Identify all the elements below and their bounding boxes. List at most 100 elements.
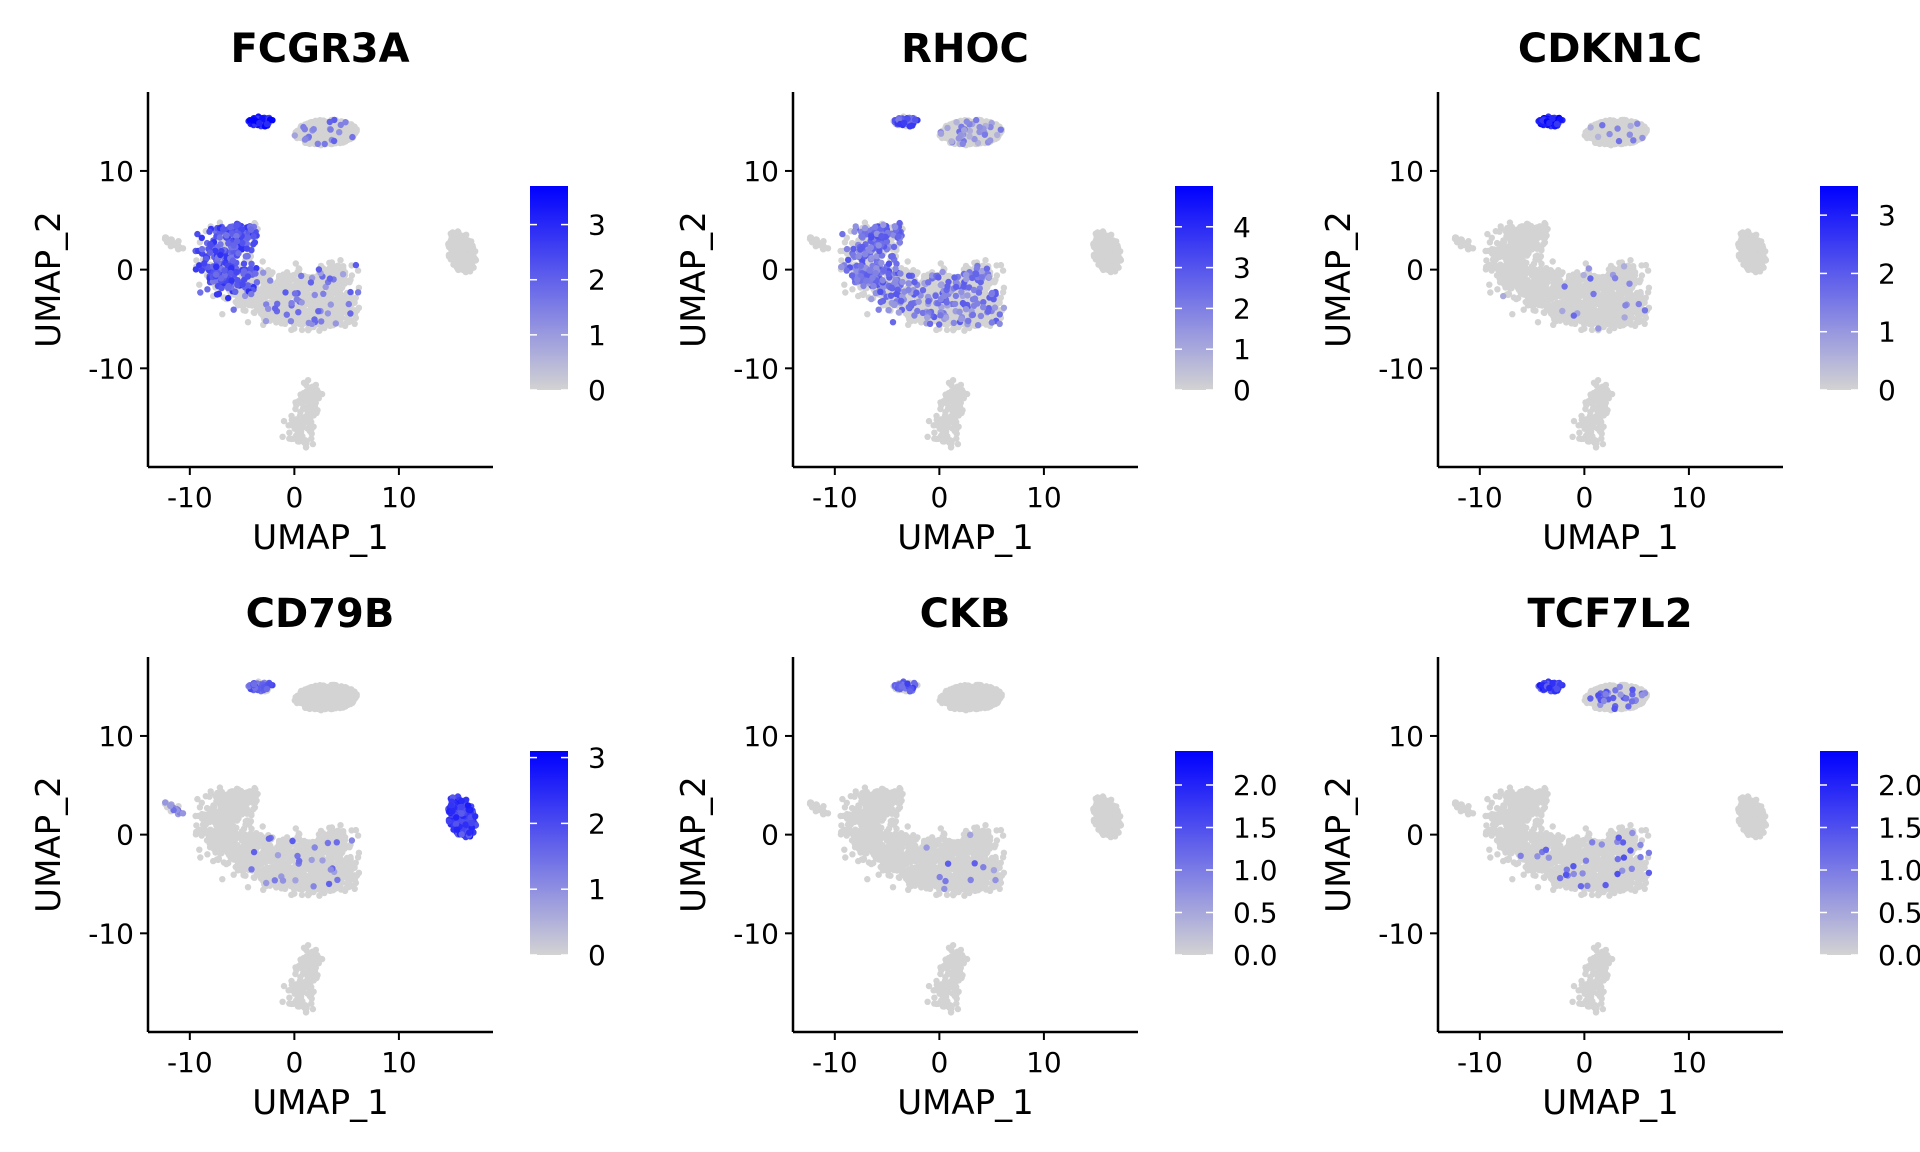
cell-point — [1103, 245, 1110, 252]
cell-point — [230, 306, 237, 313]
cell-point — [961, 327, 968, 334]
cell-point — [963, 118, 970, 125]
cell-point — [320, 290, 327, 297]
cell-point — [915, 298, 922, 305]
x-tick-label: -10 — [167, 481, 213, 514]
cell-point — [260, 269, 267, 276]
colorbar-tick-label: 1 — [588, 319, 606, 352]
cell-point — [962, 306, 970, 313]
cell-point — [845, 256, 852, 264]
cell-point — [955, 135, 962, 142]
cell-point — [352, 309, 359, 316]
cell-point — [1739, 243, 1746, 250]
cell-point — [878, 232, 885, 240]
cell-point — [1098, 249, 1105, 256]
cell-point — [889, 252, 896, 260]
cell-point — [449, 243, 456, 250]
cell-point — [206, 249, 214, 256]
cell-point — [961, 127, 968, 134]
cell-point — [324, 310, 332, 317]
cell-point — [941, 292, 948, 300]
cell-point — [931, 429, 938, 436]
cell-point — [877, 298, 884, 306]
cell-point — [974, 322, 982, 329]
cell-point — [345, 300, 352, 308]
cell-point — [347, 288, 354, 296]
cell-point — [872, 269, 879, 277]
cell-point — [812, 237, 819, 244]
cell-point — [349, 295, 357, 303]
cell-point — [206, 228, 213, 235]
cell-point — [897, 270, 904, 277]
x-axis-label: UMAP_1 — [897, 518, 1034, 558]
cell-point — [1582, 422, 1589, 429]
cell-point — [352, 314, 360, 322]
cell-point — [1109, 237, 1117, 244]
cell-point — [978, 273, 985, 281]
cell-point — [861, 219, 869, 226]
cell-point — [245, 301, 252, 308]
cell-point — [1741, 234, 1749, 242]
cell-point — [216, 234, 224, 241]
cell-point — [354, 289, 362, 296]
cell-point — [342, 137, 349, 144]
cell-point — [944, 283, 951, 290]
cell-point — [925, 298, 932, 305]
cell-point — [332, 320, 339, 327]
cell-point — [218, 275, 225, 282]
cell-point — [300, 319, 307, 326]
cell-point — [321, 140, 328, 148]
cell-point — [977, 312, 985, 320]
colorbar — [1175, 186, 1213, 390]
cell-point — [841, 281, 848, 288]
cell-point — [287, 318, 295, 325]
cell-point — [1587, 408, 1594, 416]
cell-point — [943, 299, 950, 306]
cell-point — [445, 253, 453, 260]
cell-point — [947, 443, 955, 451]
cell-point — [953, 119, 960, 126]
colorbar-tick-label: 2 — [1233, 292, 1251, 325]
cell-point — [223, 232, 230, 239]
cell-point — [282, 289, 289, 296]
cell-point — [336, 129, 343, 136]
cell-point — [951, 421, 958, 428]
cell-point — [352, 261, 360, 269]
cell-point — [980, 304, 987, 311]
cell-point — [982, 257, 989, 264]
cell-point — [204, 286, 211, 293]
cell-point — [337, 257, 344, 264]
colorbar-tick-label: 3 — [588, 209, 606, 242]
colorbar-tick-label: 4 — [1233, 211, 1251, 244]
cell-point — [890, 243, 898, 251]
cell-point — [924, 433, 931, 440]
cell-point — [288, 416, 295, 424]
cell-point — [201, 260, 208, 267]
panel-title: RHOC — [901, 26, 1029, 72]
cell-point — [1098, 261, 1106, 268]
cell-point — [298, 326, 306, 334]
cell-point — [179, 245, 187, 252]
cell-point — [460, 262, 467, 270]
cell-point — [451, 234, 459, 242]
cell-point — [326, 259, 333, 266]
cell-point — [839, 230, 846, 238]
colorbar-tick-label: 0 — [1233, 374, 1251, 407]
cell-point — [212, 271, 220, 278]
cell-point — [919, 287, 927, 294]
cell-point — [880, 267, 888, 274]
cell-point — [976, 123, 983, 131]
cell-point — [958, 315, 965, 323]
x-tick-label: 0 — [285, 481, 303, 514]
cell-point — [864, 311, 871, 318]
cell-point — [1111, 264, 1118, 271]
cell-point — [905, 286, 912, 294]
cell-point — [310, 135, 317, 142]
cell-point — [1748, 233, 1755, 240]
cell-point — [859, 233, 866, 240]
cell-point — [271, 305, 279, 312]
cell-point — [951, 274, 958, 281]
cell-point — [167, 237, 174, 244]
cell-point — [872, 223, 879, 231]
cell-point — [1103, 238, 1110, 246]
